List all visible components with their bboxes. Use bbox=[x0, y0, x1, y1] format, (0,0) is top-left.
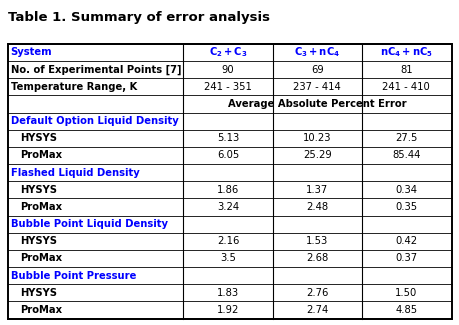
Text: HYSYS: HYSYS bbox=[20, 288, 56, 298]
Text: 2.74: 2.74 bbox=[305, 305, 328, 315]
Text: 25.29: 25.29 bbox=[302, 150, 331, 161]
Text: $\mathbf{C_2 + C_3}$: $\mathbf{C_2 + C_3}$ bbox=[208, 46, 247, 59]
Text: 0.42: 0.42 bbox=[394, 236, 416, 246]
Text: System: System bbox=[11, 47, 52, 58]
Text: HYSYS: HYSYS bbox=[20, 133, 56, 143]
Text: 5.13: 5.13 bbox=[216, 133, 239, 143]
Text: HYSYS: HYSYS bbox=[20, 236, 56, 246]
Text: 3.24: 3.24 bbox=[217, 202, 239, 212]
Text: ProMax: ProMax bbox=[20, 150, 62, 161]
Text: HYSYS: HYSYS bbox=[20, 185, 56, 195]
Text: 237 - 414: 237 - 414 bbox=[293, 82, 340, 92]
Text: 90: 90 bbox=[221, 65, 234, 75]
Text: No. of Experimental Points [7]: No. of Experimental Points [7] bbox=[11, 64, 181, 75]
Text: 2.68: 2.68 bbox=[305, 254, 328, 264]
Text: 1.53: 1.53 bbox=[305, 236, 328, 246]
Text: ProMax: ProMax bbox=[20, 305, 62, 315]
Text: 69: 69 bbox=[310, 65, 323, 75]
Text: Average Absolute Percent Error: Average Absolute Percent Error bbox=[228, 99, 406, 109]
Bar bbox=[8, 44, 451, 318]
Text: 2.48: 2.48 bbox=[305, 202, 327, 212]
Text: 1.83: 1.83 bbox=[217, 288, 239, 298]
Text: 0.35: 0.35 bbox=[394, 202, 416, 212]
Text: 81: 81 bbox=[399, 65, 412, 75]
Text: $\mathbf{C_3 + nC_4}$: $\mathbf{C_3 + nC_4}$ bbox=[293, 46, 340, 59]
Text: 4.85: 4.85 bbox=[394, 305, 416, 315]
Text: 6.05: 6.05 bbox=[216, 150, 239, 161]
Text: 10.23: 10.23 bbox=[302, 133, 330, 143]
Text: 241 - 351: 241 - 351 bbox=[204, 82, 252, 92]
Text: ProMax: ProMax bbox=[20, 254, 62, 264]
Text: Bubble Point Pressure: Bubble Point Pressure bbox=[11, 271, 136, 280]
Text: 241 - 410: 241 - 410 bbox=[381, 82, 429, 92]
Bar bbox=[8, 44, 451, 318]
Text: 2.16: 2.16 bbox=[216, 236, 239, 246]
Text: Default Option Liquid Density: Default Option Liquid Density bbox=[11, 116, 178, 126]
Text: Flashed Liquid Density: Flashed Liquid Density bbox=[11, 168, 139, 177]
Text: $\mathbf{nC_4 + nC_5}$: $\mathbf{nC_4 + nC_5}$ bbox=[379, 46, 432, 59]
Text: 1.92: 1.92 bbox=[216, 305, 239, 315]
Text: 0.37: 0.37 bbox=[394, 254, 416, 264]
Text: 1.50: 1.50 bbox=[394, 288, 416, 298]
Text: Bubble Point Liquid Density: Bubble Point Liquid Density bbox=[11, 219, 167, 229]
Text: 3.5: 3.5 bbox=[219, 254, 235, 264]
Text: 2.76: 2.76 bbox=[305, 288, 328, 298]
Text: 1.86: 1.86 bbox=[216, 185, 239, 195]
Text: 85.44: 85.44 bbox=[391, 150, 420, 161]
Text: 0.34: 0.34 bbox=[394, 185, 416, 195]
Text: ProMax: ProMax bbox=[20, 202, 62, 212]
Text: Table 1. Summary of error analysis: Table 1. Summary of error analysis bbox=[8, 11, 270, 24]
Text: 27.5: 27.5 bbox=[394, 133, 417, 143]
Text: 1.37: 1.37 bbox=[305, 185, 328, 195]
Text: Temperature Range, K: Temperature Range, K bbox=[11, 82, 136, 92]
